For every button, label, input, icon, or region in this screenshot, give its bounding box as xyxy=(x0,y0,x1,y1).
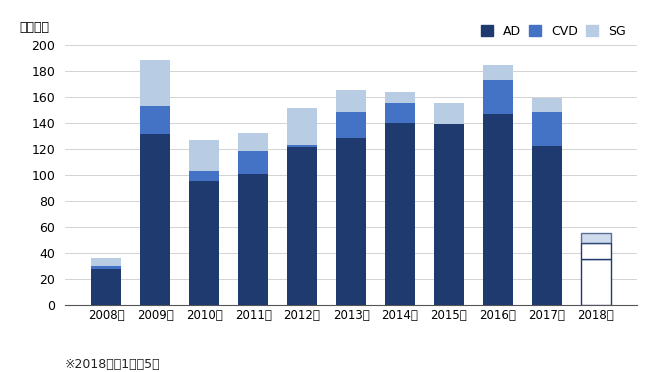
Bar xyxy=(336,90,366,112)
Bar xyxy=(336,112,366,138)
Text: ※2018年は1月～5月: ※2018年は1月～5月 xyxy=(65,358,161,371)
Bar xyxy=(91,269,122,305)
Bar xyxy=(287,108,317,145)
Bar xyxy=(140,134,170,305)
Bar xyxy=(189,140,219,171)
Bar xyxy=(189,181,219,305)
Text: （件数）: （件数） xyxy=(20,21,49,34)
Bar xyxy=(580,234,611,243)
Bar xyxy=(140,106,170,134)
Bar xyxy=(532,98,562,112)
Bar xyxy=(140,60,170,106)
Bar xyxy=(532,146,562,305)
Bar xyxy=(91,266,122,269)
Bar xyxy=(238,173,268,305)
Bar xyxy=(336,138,366,305)
Bar xyxy=(287,145,317,147)
Bar xyxy=(580,260,611,305)
Bar xyxy=(483,65,513,80)
Bar xyxy=(385,123,415,305)
Bar xyxy=(238,151,268,173)
Legend: AD, CVD, SG: AD, CVD, SG xyxy=(476,20,630,43)
Bar xyxy=(385,103,415,123)
Bar xyxy=(238,133,268,151)
Bar xyxy=(483,114,513,305)
Bar xyxy=(434,124,464,305)
Bar xyxy=(385,92,415,103)
Bar xyxy=(532,112,562,146)
Bar xyxy=(483,80,513,114)
Bar xyxy=(580,243,611,260)
Bar xyxy=(434,103,464,124)
Bar xyxy=(91,258,122,266)
Bar xyxy=(287,147,317,305)
Bar xyxy=(189,171,219,181)
